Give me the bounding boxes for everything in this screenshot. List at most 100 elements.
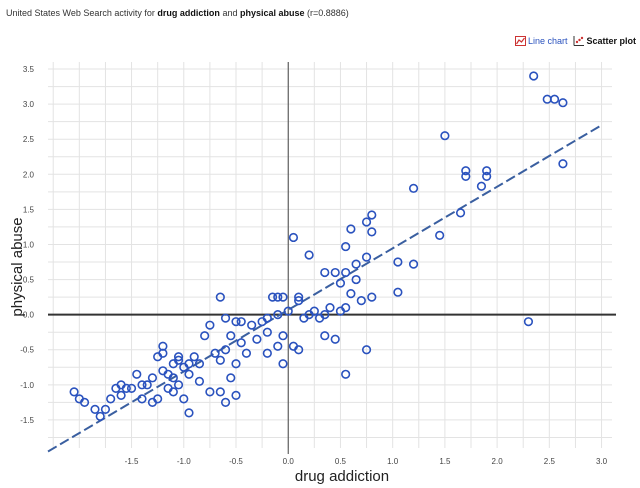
data-point [325,303,335,313]
line-chart-label: Line chart [527,36,568,46]
data-point [549,94,560,104]
y-tick-label: 3.0 [23,100,35,109]
title-suffix: (r=0.8886) [307,8,349,18]
x-axis-label: drug addiction [295,468,389,485]
data-point [273,310,283,320]
data-point [367,292,377,302]
data-point [241,348,252,358]
line-chart-icon [514,36,526,46]
data-point [283,306,293,316]
data-point [189,352,199,362]
data-point [179,362,189,372]
data-point [361,252,372,262]
data-point [184,369,194,379]
data-point [226,373,236,383]
x-tick-label: 2.5 [544,457,556,466]
data-point [341,369,351,379]
data-point [542,94,552,104]
data-point [111,383,121,393]
data-point [361,345,372,355]
data-point [179,394,189,404]
data-point [393,287,403,297]
data-point [173,352,184,362]
data-point [476,181,487,191]
y-axis-label: physical abuse [9,217,26,316]
data-point [153,394,163,404]
data-point [351,274,361,285]
data-point [330,334,340,344]
data-point [482,171,492,181]
data-point [90,404,100,415]
y-tick-label: 2.0 [23,170,35,179]
x-tick-label: -0.5 [229,457,243,466]
data-point [215,355,225,365]
data-point [523,317,534,327]
data-points [69,71,568,422]
data-point [367,210,377,220]
scatter-plot-button[interactable]: Scatter plot [573,36,636,46]
data-point [273,341,283,351]
line-chart-button[interactable]: Line chart [514,36,568,46]
data-point [335,306,346,316]
data-point [393,257,403,267]
x-tick-label: 1.0 [387,457,399,466]
data-point [558,98,568,108]
data-point [461,171,471,181]
data-point [482,166,492,176]
y-tick-label: -1.5 [20,416,34,425]
data-point [158,366,168,376]
data-point [231,359,241,369]
data-point [288,341,299,351]
trendline-group [47,124,603,453]
x-tick-label: -1.5 [125,457,139,466]
data-point [210,348,220,358]
trendline [47,124,603,453]
y-tick-label: -1.0 [20,381,34,390]
data-point [147,373,158,383]
grid [48,62,612,448]
data-point [341,267,351,278]
data-point [132,369,142,379]
data-point [194,359,205,369]
data-point [299,313,309,323]
data-point [100,404,111,415]
data-point [257,317,267,327]
data-point [314,313,325,323]
title-joiner: and [222,8,238,18]
data-point [278,331,288,341]
data-point [558,159,568,169]
data-point [262,348,272,358]
chart-toolbar: Line chart Scatter plot [514,36,636,46]
data-point [194,376,205,386]
x-tick-label: -1.0 [177,457,191,466]
data-point [116,390,126,400]
data-point [346,224,356,234]
data-point [126,383,137,393]
data-point [294,292,304,302]
data-point [236,317,246,327]
data-point [267,292,278,302]
data-point [158,341,168,351]
data-point [356,296,366,306]
data-point [226,331,236,341]
x-tick-label: 2.0 [492,457,504,466]
title-term2: physical abuse [239,8,305,18]
data-point [252,334,262,344]
y-tick-label: 1.5 [23,205,35,214]
data-point [440,131,450,141]
data-point [247,320,257,330]
data-point [320,331,330,341]
data-point [461,166,471,176]
data-point [341,241,351,252]
data-point [262,327,272,337]
data-point [455,208,466,218]
x-tick-label: 3.0 [596,457,608,466]
data-point [220,345,231,355]
data-point [346,289,356,299]
data-point [184,408,194,418]
chart-title: United States Web Search activity for dr… [6,8,349,18]
data-point [220,397,231,407]
data-point [95,411,105,422]
data-point [320,267,330,278]
